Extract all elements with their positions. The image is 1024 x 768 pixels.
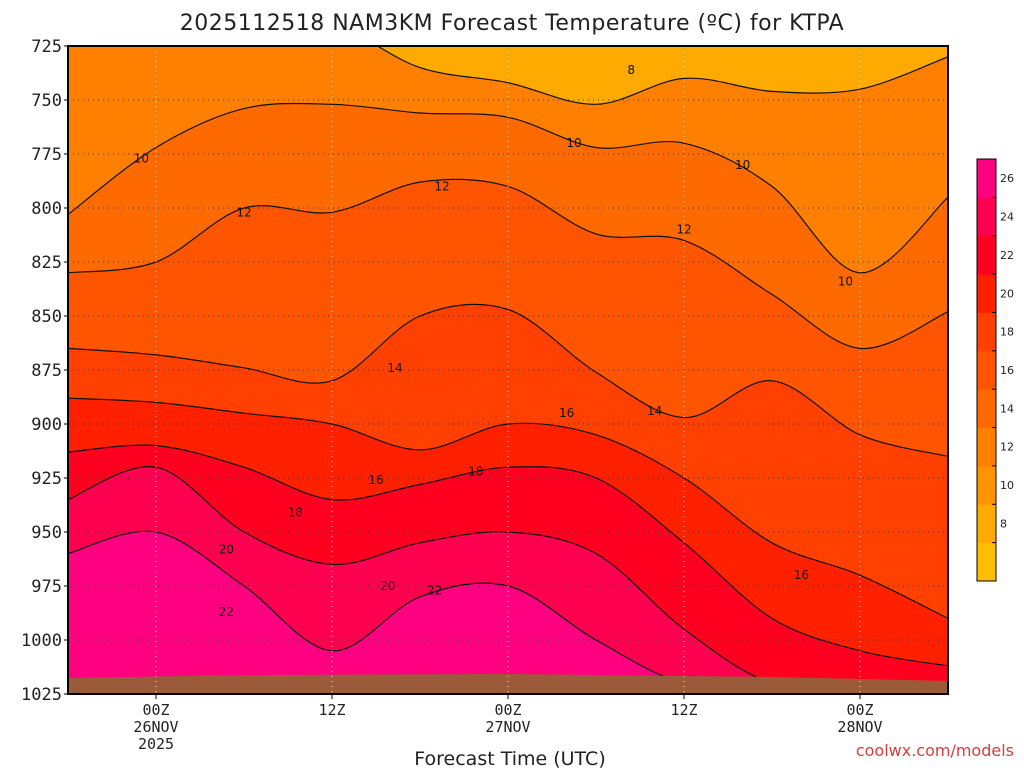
colorbar-swatch — [977, 389, 996, 429]
colorbar-swatch — [977, 235, 996, 275]
x-tick-label: 28NOV — [837, 718, 882, 736]
colorbar-swatch — [977, 427, 996, 467]
colorbar-swatch — [977, 542, 996, 582]
plot-area: 8 10 10 10 10 12 12 12 14 14 16 16 16 18 18 20 20 22 22 — [67, 45, 949, 695]
x-tick-label: 12Z — [670, 701, 697, 719]
temperature-band-above-22 — [68, 531, 948, 694]
x-tick-label: 00Z — [846, 701, 873, 719]
contour-label: 12 — [434, 179, 449, 193]
colorbar-label: 12 — [1000, 441, 1014, 454]
y-tick-label: 850 — [31, 307, 62, 327]
chart-title: 2025112518 NAM3KM Forecast Temperature (… — [180, 11, 844, 36]
colorbar-frame — [976, 158, 997, 582]
y-tick-label: 875 — [31, 361, 62, 381]
x-tick-label: 12Z — [318, 701, 345, 719]
contour-label: 18 — [468, 465, 483, 479]
ground-surface — [68, 674, 948, 694]
colorbar: 8 10 12 14 16 18 20 22 24 26 — [976, 158, 1014, 582]
contour-8 — [376, 46, 948, 105]
y-tick-label: 900 — [31, 415, 62, 435]
y-tick-label: 800 — [31, 199, 62, 219]
colorbar-swatch — [977, 197, 996, 237]
contour-label: 20 — [219, 542, 234, 556]
contour-label: 8 — [627, 63, 635, 77]
y-tick-label: 975 — [31, 577, 62, 597]
x-tick-label: 2025 — [138, 735, 174, 753]
contour-10 — [68, 102, 948, 274]
y-tick-label: 950 — [31, 523, 62, 543]
contour-label: 10 — [735, 158, 750, 172]
y-tick-label: 775 — [31, 145, 62, 165]
y-axis: 725 750 775 800 825 850 875 900 925 950 975 1000 102… — [21, 37, 68, 705]
y-tick-label: 1000 — [21, 631, 62, 651]
colorbar-label: 22 — [1000, 249, 1014, 262]
colorbar-label: 24 — [1000, 211, 1014, 224]
x-tick-label: 26NOV — [133, 718, 178, 736]
colorbar-swatch — [977, 350, 996, 390]
contour-label: 22 — [427, 583, 442, 597]
contour-label: 18 — [288, 506, 303, 520]
colorbar-swatch — [977, 504, 996, 544]
contour-12 — [68, 178, 948, 350]
contour-18 — [68, 444, 948, 667]
x-tick-label: 00Z — [142, 701, 169, 719]
contour-label: 16 — [559, 406, 574, 420]
colorbar-label: 18 — [1000, 326, 1014, 339]
source-credit: coolwx.com/models — [856, 741, 1014, 760]
colorbar-label: 26 — [1000, 172, 1014, 185]
x-tick-label: 27NOV — [485, 718, 530, 736]
y-tick-label: 825 — [31, 253, 62, 273]
colorbar-swatch — [977, 312, 996, 352]
y-tick-label: 1025 — [21, 685, 62, 705]
x-tick-label: 00Z — [494, 701, 521, 719]
contour-label: 20 — [380, 579, 395, 593]
colorbar-label: 16 — [1000, 364, 1014, 377]
colorbar-label: 10 — [1000, 479, 1014, 492]
contour-label: 12 — [676, 223, 691, 237]
x-axis-label: Forecast Time (UTC) — [414, 748, 605, 768]
contour-label: 16 — [794, 568, 809, 582]
y-tick-label: 750 — [31, 91, 62, 111]
contour-label: 16 — [368, 473, 383, 487]
contour-label: 10 — [134, 151, 149, 165]
contour-14 — [68, 303, 948, 457]
contour-label: 10 — [566, 136, 581, 150]
colorbar-label: 14 — [1000, 402, 1014, 415]
colorbar-label: 8 — [1000, 517, 1007, 530]
contour-label: 12 — [236, 205, 251, 219]
contour-label: 14 — [387, 361, 402, 375]
y-tick-label: 925 — [31, 469, 62, 489]
colorbar-swatch — [977, 159, 996, 198]
y-tick-label: 725 — [31, 37, 62, 57]
contour-label: 10 — [838, 274, 853, 288]
contour-label: 22 — [219, 605, 234, 619]
contour-label: 14 — [647, 404, 662, 418]
temperature-band-below-8 — [377, 46, 948, 105]
colorbar-swatch — [977, 274, 996, 313]
colorbar-label: 20 — [1000, 287, 1014, 300]
colorbar-swatch — [977, 465, 996, 505]
